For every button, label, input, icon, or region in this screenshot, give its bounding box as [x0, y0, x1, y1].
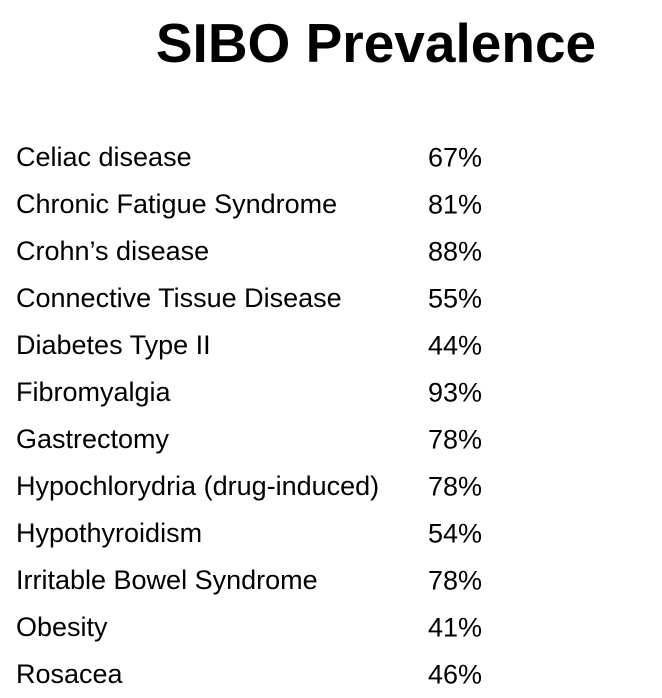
condition-label: Irritable Bowel Syndrome — [16, 565, 318, 595]
table-row: Chronic Fatigue Syndrome 81% — [0, 181, 662, 228]
table-row: Celiac disease 67% — [0, 134, 662, 181]
table-row: Connective Tissue Disease 55% — [0, 275, 662, 322]
prevalence-value: 81% — [428, 189, 483, 219]
condition-label: Gastrectomy — [16, 424, 170, 454]
page-title: SIBO Prevalence — [155, 12, 597, 74]
prevalence-table: Celiac disease 67% Chronic Fatigue Syndrom… — [0, 134, 662, 698]
condition-label: Connective Tissue Disease — [16, 283, 342, 313]
table-row: Diabetes Type II 44% — [0, 322, 662, 369]
table-row: Hypochlorydria (drug-induced) 78% — [0, 463, 662, 510]
condition-label: Chronic Fatigue Syndrome — [16, 189, 338, 219]
condition-label: Rosacea — [16, 659, 123, 689]
condition-label: Celiac disease — [16, 142, 192, 172]
table-row: Gastrectomy 78% — [0, 416, 662, 463]
prevalence-value: 78% — [428, 565, 483, 595]
prevalence-value: 78% — [428, 471, 483, 501]
condition-label: Diabetes Type II — [16, 330, 211, 360]
prevalence-value: 54% — [428, 518, 483, 548]
table-row: Irritable Bowel Syndrome 78% — [0, 557, 662, 604]
table-row: Rosacea 46% — [0, 651, 662, 698]
prevalence-value: 44% — [428, 330, 483, 360]
condition-label: Fibromyalgia — [16, 377, 171, 407]
prevalence-value: 67% — [428, 142, 483, 172]
table-row: Crohn’s disease 88% — [0, 228, 662, 275]
prevalence-value: 41% — [428, 612, 483, 642]
condition-label: Crohn’s disease — [16, 236, 210, 266]
prevalence-value: 55% — [428, 283, 483, 313]
condition-label: Hypothyroidism — [16, 518, 203, 548]
table-row: Obesity 41% — [0, 604, 662, 651]
condition-label: Obesity — [16, 612, 108, 642]
prevalence-value: 88% — [428, 236, 483, 266]
table-row: Hypothyroidism 54% — [0, 510, 662, 557]
table-row: Fibromyalgia 93% — [0, 369, 662, 416]
prevalence-value: 46% — [428, 659, 483, 689]
prevalence-value: 93% — [428, 377, 483, 407]
prevalence-value: 78% — [428, 424, 483, 454]
condition-label: Hypochlorydria (drug-induced) — [16, 471, 380, 501]
